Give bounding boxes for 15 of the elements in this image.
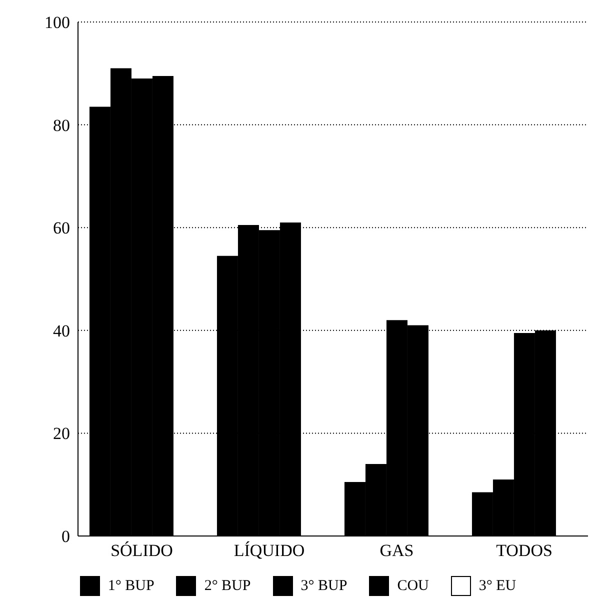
y-tick-label: 60: [53, 218, 70, 238]
y-tick-label: 100: [44, 13, 70, 32]
legend-label: 3° EU: [478, 578, 516, 594]
x-tick-label: GAS: [380, 541, 414, 560]
y-tick-label: 40: [53, 321, 70, 340]
y-tick-label: 80: [53, 116, 70, 135]
x-tick-label: TODOS: [496, 541, 552, 560]
y-tick-label: 20: [53, 424, 70, 444]
y-tick-label: 0: [62, 527, 70, 546]
legend-label: COU: [397, 578, 429, 594]
x-tick-label: SÓLIDO: [110, 541, 173, 560]
legend-label: 3° BUP: [300, 578, 348, 594]
legend-label: 2° BUP: [204, 578, 251, 594]
x-tick-label: LÍQUIDO: [234, 541, 305, 560]
legend-label: 1° BUP: [108, 578, 154, 594]
